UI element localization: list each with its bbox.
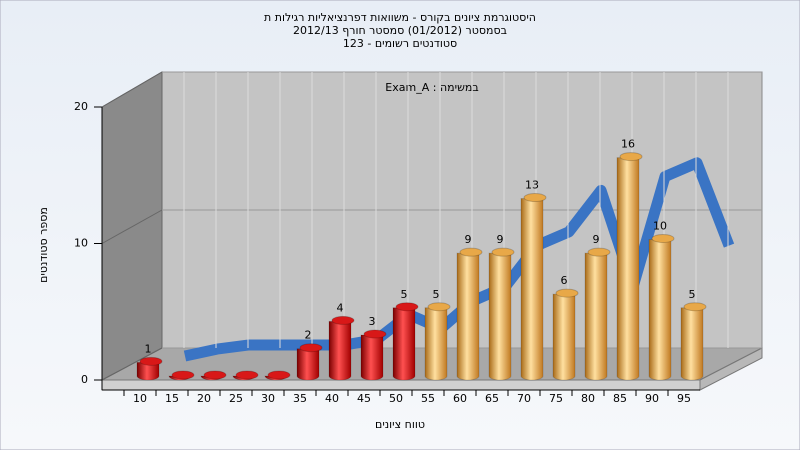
value-label: 4 <box>337 301 344 314</box>
floor-edge <box>699 347 763 391</box>
title: היסטוגרמת ציונים בקורס - משוואות דפרנציא… <box>264 11 536 50</box>
value-label: 2 <box>305 329 312 342</box>
bar-body <box>424 307 448 381</box>
bar-top <box>683 302 707 312</box>
value-label: 9 <box>593 233 600 246</box>
x-tick-label: 75 <box>549 392 563 405</box>
value-label: 6 <box>561 274 568 287</box>
x-tick-label: 95 <box>677 392 691 405</box>
side-wall <box>101 71 163 381</box>
bar <box>680 302 707 381</box>
bar-top <box>555 288 579 298</box>
title-line: היסטוגרמת ציונים בקורס - משוואות דפרנציא… <box>264 11 536 24</box>
title-line: בסמסטר (01/2012) סמסטר חורף 2012/13 <box>293 24 507 37</box>
x-tick-label: 85 <box>613 392 627 405</box>
x-tick-label: 70 <box>517 392 531 405</box>
bar-top <box>427 302 451 312</box>
bar-top <box>203 370 227 380</box>
floor-edge <box>101 379 701 391</box>
x-axis-label: טווח ציונים <box>375 418 425 431</box>
bar-top <box>491 247 515 257</box>
x-tick-label: 80 <box>581 392 595 405</box>
x-tick-label: 55 <box>421 392 435 405</box>
bar-body <box>392 307 416 381</box>
bar <box>328 315 355 381</box>
bar-top <box>651 234 675 243</box>
value-label: 10 <box>653 220 667 233</box>
y-axis-label: מספר סטודנטים <box>37 207 50 283</box>
bar <box>264 370 291 381</box>
bar-top <box>331 315 355 325</box>
bar-body <box>296 348 320 381</box>
x-tick-label: 65 <box>485 392 499 405</box>
bar <box>136 356 163 381</box>
bar-body <box>552 293 576 381</box>
value-label: 3 <box>369 315 376 328</box>
bar <box>456 247 483 381</box>
bar-body <box>360 334 384 381</box>
bar-top <box>139 356 163 366</box>
bar-body <box>136 361 160 381</box>
bar-top <box>267 370 291 380</box>
bar <box>392 302 419 381</box>
bar-body <box>520 198 544 381</box>
x-tick-label: 35 <box>293 392 307 405</box>
bar <box>584 247 611 381</box>
bar <box>424 302 451 381</box>
grid-line <box>101 209 163 244</box>
x-tick-label: 40 <box>325 392 339 405</box>
bar-body <box>328 320 352 381</box>
bar-body <box>584 252 608 381</box>
bar-top <box>619 152 643 162</box>
x-tick-label: 10 <box>133 392 147 405</box>
value-label: 5 <box>401 288 408 301</box>
bar <box>296 343 323 381</box>
y-tick-label: 20 <box>74 100 88 113</box>
value-label: 16 <box>621 138 635 151</box>
bar-top <box>235 370 259 380</box>
bar <box>232 370 259 381</box>
bar <box>360 329 387 381</box>
bar-top <box>587 247 611 257</box>
bar-top <box>395 302 419 312</box>
bar <box>552 288 579 381</box>
bar-top <box>523 193 547 203</box>
value-label: 5 <box>433 288 440 301</box>
grid-line <box>101 347 163 381</box>
title-line: סטודנטים רשומים - 123 <box>343 37 457 50</box>
bar-top <box>363 329 387 339</box>
bar-top <box>459 247 483 257</box>
bar-top <box>299 343 323 353</box>
bar-body <box>648 239 672 381</box>
bar <box>488 247 515 381</box>
bar <box>200 370 227 381</box>
x-tick-label: 50 <box>389 392 403 405</box>
bar <box>616 152 643 381</box>
x-tick-label: 90 <box>645 392 659 405</box>
bar-body <box>456 252 480 381</box>
bar-top <box>171 370 195 380</box>
x-tick-label: 25 <box>229 392 243 405</box>
x-tick-label: 60 <box>453 392 467 405</box>
value-label: 9 <box>497 233 504 246</box>
value-label: 13 <box>525 179 539 192</box>
bar <box>520 193 547 381</box>
value-label: 1 <box>145 342 152 355</box>
y-tick-label: 0 <box>81 373 88 386</box>
y-tick-label: 10 <box>74 237 88 250</box>
annotation: במשימה : Exam_A <box>385 81 478 94</box>
bar <box>168 370 195 381</box>
bar-body <box>680 307 704 381</box>
x-tick-label: 15 <box>165 392 179 405</box>
value-label: 5 <box>689 288 696 301</box>
x-tick-label: 30 <box>261 392 275 405</box>
bar <box>648 234 675 381</box>
bar-body <box>488 252 512 381</box>
x-tick-label: 45 <box>357 392 371 405</box>
bar-body <box>616 157 640 381</box>
value-label: 9 <box>465 233 472 246</box>
x-tick-label: 20 <box>197 392 211 405</box>
grid-line <box>101 71 163 108</box>
